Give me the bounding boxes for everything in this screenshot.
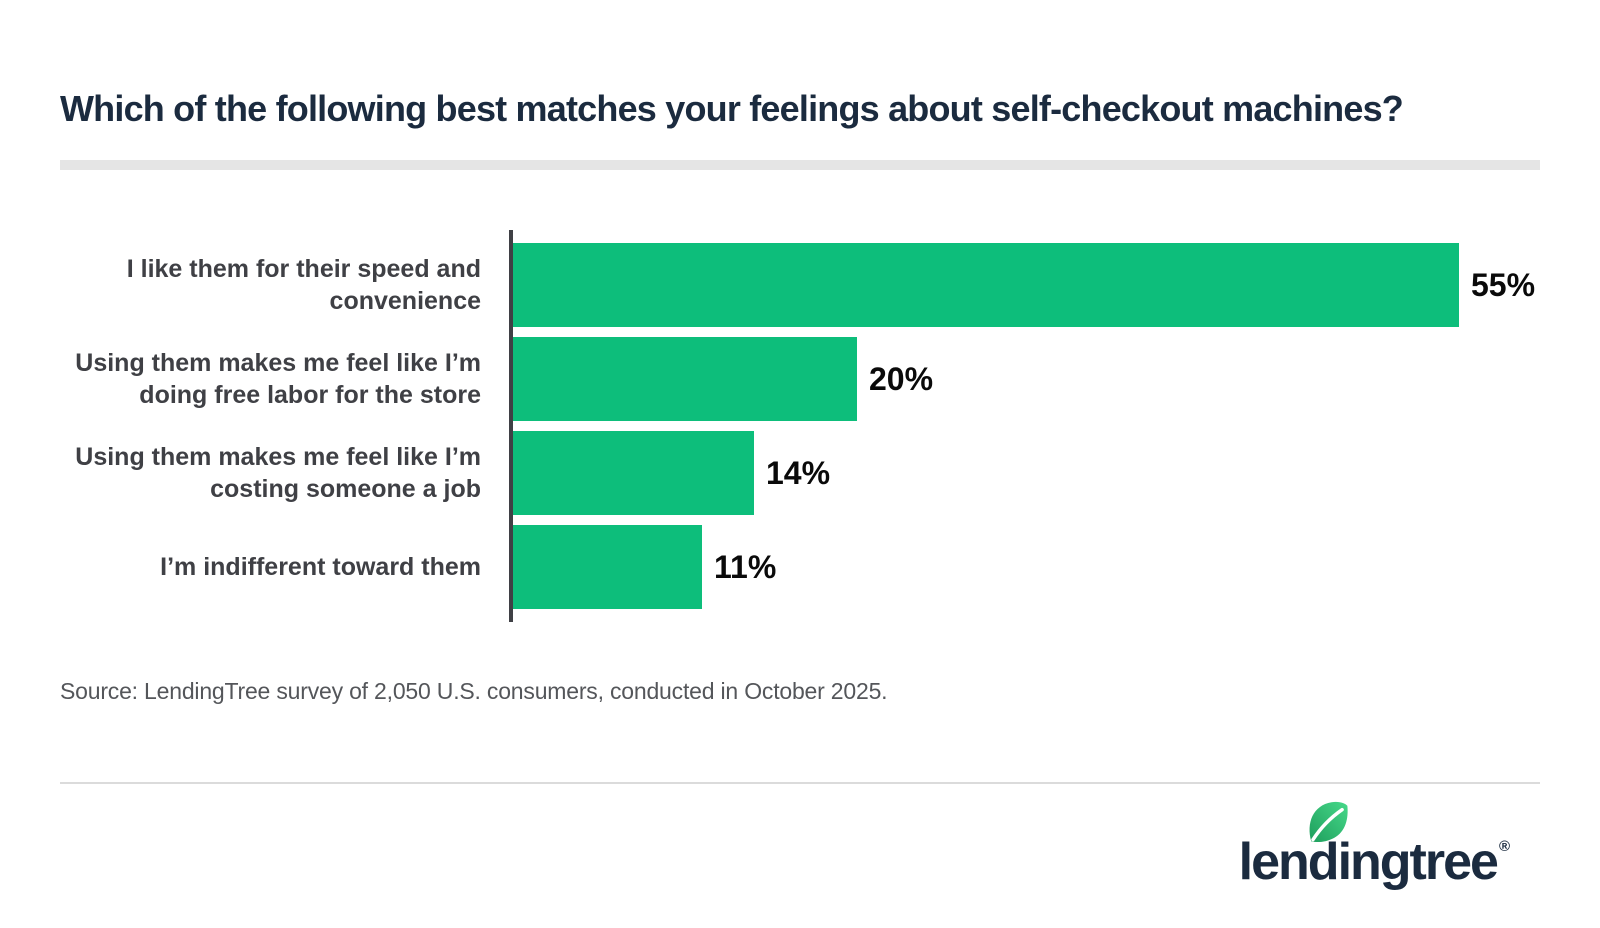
category-label: I’m indifferent toward them bbox=[160, 552, 481, 581]
bar bbox=[513, 337, 857, 421]
page-title: Which of the following best matches your… bbox=[60, 88, 1404, 129]
bar bbox=[513, 243, 1459, 327]
bar-value-label: 11% bbox=[714, 548, 777, 585]
y-axis-line bbox=[509, 230, 513, 622]
bar bbox=[513, 525, 702, 609]
bar-row: I’m indifferent toward them 11% bbox=[60, 525, 1540, 609]
bar-value-label: 20% bbox=[869, 360, 934, 397]
bar bbox=[513, 431, 754, 515]
category-label: Using them makes me feel like I’m doing … bbox=[75, 348, 481, 410]
category-label: I like them for their speed and convenie… bbox=[126, 254, 481, 316]
bar-rows: I like them for their speed and convenie… bbox=[60, 243, 1540, 609]
bar-row: Using them makes me feel like I’m doing … bbox=[60, 337, 1540, 421]
bar-chart: I like them for their speed and convenie… bbox=[60, 230, 1540, 622]
bar-row: Using them makes me feel like I’m costin… bbox=[60, 431, 1540, 515]
title-underline-rule bbox=[60, 160, 1540, 170]
leaf-icon bbox=[1309, 801, 1348, 843]
lendingtree-logo: lendingtree ® bbox=[1210, 800, 1510, 891]
bar-value-label: 14% bbox=[766, 454, 831, 491]
bar-area: 11% bbox=[513, 525, 1540, 609]
wordmark-text: lendingtree bbox=[1238, 833, 1499, 891]
bar-area: 20% bbox=[513, 337, 1540, 421]
bar-area: 14% bbox=[513, 431, 1540, 515]
bar-area: 55% bbox=[513, 243, 1540, 327]
source-text: Source: LendingTree survey of 2,050 U.S.… bbox=[60, 678, 888, 704]
footer-divider-rule bbox=[60, 782, 1540, 784]
wordmark-line: lendingtree ® bbox=[1210, 832, 1510, 892]
category-label: Using them makes me feel like I’m costin… bbox=[75, 442, 481, 504]
bar-value-label: 55% bbox=[1471, 266, 1536, 303]
bar-row: I like them for their speed and convenie… bbox=[60, 243, 1540, 327]
registered-mark: ® bbox=[1498, 838, 1510, 855]
